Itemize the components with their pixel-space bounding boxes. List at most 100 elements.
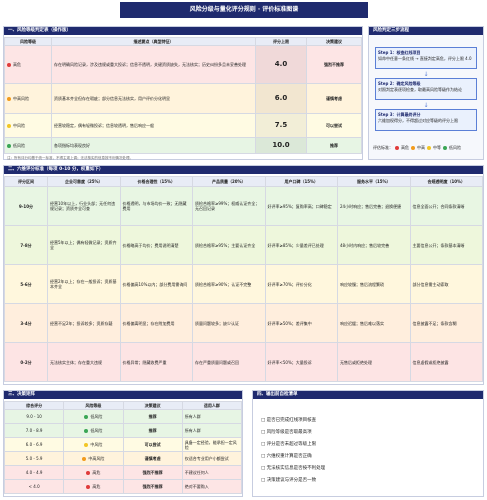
- criteria-cell: 质量问题较多；缺少认证: [192, 303, 266, 343]
- scoring-panel: 二、六维评分标准（每项 0-10 分，权重如下） 评分区间 企业可靠度（25%） 价格…: [3, 165, 484, 385]
- step: Step 2：确定风险等级 对照判定表逐项检查，取最高风险等级作为结论: [375, 78, 477, 100]
- risk-table: 风险等级 描述要点（典型特征） 评分上限 决策建议 高危 存在明确风险记录，涉及违规或重大…: [4, 37, 362, 154]
- decision-row: 6.0 - 6.9 中风险 可以尝试 具备一定经验，能承担一定风险: [3, 437, 243, 452]
- cell: 高危: [63, 465, 124, 480]
- cell: 推荐: [122, 423, 183, 438]
- checklist: □ 是否已完成红线项目核查 □ 风险等级是否取最高项 □ 评分是否未超过等级上限 □ …: [253, 399, 483, 483]
- criteria-cell: 经营2年以上；存在一般投诉；资质基本齐全: [47, 264, 121, 304]
- cell: 中风险: [4, 113, 52, 138]
- cell-text: 5.0 - 5.9: [25, 456, 43, 461]
- column-header: 服务水平（15%）: [337, 176, 411, 187]
- level-dot: [84, 429, 89, 433]
- note: 注：所有评分均基于统一标准，不得主观上调；无法核实的信息按不利情况处理。: [7, 156, 133, 160]
- level-dot: [82, 457, 87, 461]
- criteria-cell: 好评率≥85%；少量差评已处理: [264, 225, 338, 265]
- flow-panel: 风险判定三步流程 Step 1：核查红线项目 如命中任意一条红线 → 直接判定高危，…: [368, 26, 484, 160]
- cell: 低风险: [63, 409, 124, 424]
- cell-text: 具备一定经验，能承担一定风险: [184, 439, 237, 450]
- cell: 强烈不推荐: [122, 479, 183, 494]
- level-dot: [7, 63, 11, 67]
- cell-text: 强烈不推荐: [142, 484, 163, 489]
- check-item: □ 评分是否未超过等级上限: [261, 442, 317, 447]
- cell: 推荐: [122, 409, 183, 424]
- header-row: 综合评分 风险等级 决策建议 适用人群: [3, 401, 243, 410]
- criteria-cell: 好评率≥50%；差评集中: [264, 303, 338, 343]
- cell-text: 资质基本齐全但存在瑕疵；部分信息无法核实，用户评价分化明显: [54, 96, 170, 101]
- cell-text: 10.0: [272, 141, 290, 149]
- decision-row: 7.0 - 8.9 低风险 推荐 所有人群: [3, 423, 243, 438]
- cell-text: 6.0 - 6.9: [25, 442, 43, 447]
- criteria-cell: 价格偏离明显；存在附加费用: [119, 303, 193, 343]
- cell-text: 经营较稳定，偶有轻微投诉；信息较透明，售后响应一般: [54, 123, 154, 128]
- decision-row: 9.0 - 10 低风险 推荐 所有人群: [3, 409, 243, 424]
- column-header: 企业可靠度（25%）: [47, 176, 121, 187]
- cell-text: 各项指标均表现良好: [54, 143, 90, 148]
- legend-dot: [443, 146, 447, 150]
- step-text: 如命中任意一条红线 → 直接判定高危，评分上限 4.0: [378, 56, 472, 61]
- score-row: 5-6分 经营2年以上；存在一般投诉；资质基本齐全 价格偏高10%以内；部分费用需询…: [4, 264, 483, 304]
- cell: < 4.0: [3, 479, 65, 494]
- legend-title: 评估标准：: [373, 145, 393, 150]
- column-header: 适用人群: [181, 401, 243, 410]
- criteria-cell: 价格透明，与市场均价一致；无隐藏费用: [119, 186, 193, 226]
- cell-text: 仅适合专业用户小额尝试: [184, 456, 229, 461]
- cell-text: 可以尝试: [326, 123, 342, 128]
- cell: 高危: [63, 479, 124, 494]
- cell: 不建议任何人: [181, 465, 243, 480]
- level-dot: [86, 471, 91, 475]
- column-header: 综合评分: [3, 401, 65, 410]
- criteria-cell: 24小时响应；售后完善；退换便捷: [337, 186, 411, 226]
- cell: 低风险: [4, 137, 52, 154]
- check-item: □ 决策建议与评分是否一致: [261, 478, 317, 483]
- legend-label: 高危: [401, 145, 409, 150]
- cell: 存在明确风险记录，涉及违规或重大投诉；信息不透明，关键资质缺失，无法核实；历史纠…: [51, 45, 256, 84]
- column-header: 价格合理性（15%）: [119, 176, 193, 187]
- risk-row: 中高风险 资质基本齐全但存在瑕疵；部分信息无法核实，用户评价分化明显 6.0 谨慎考虑: [4, 83, 362, 114]
- cell-text: 谨慎考虑: [326, 96, 342, 101]
- cell: 中高风险: [63, 451, 124, 466]
- criteria-cell: 质检合格率≥90%；认证不完整: [192, 264, 266, 304]
- criteria-cell: 响应迟缓；售后难以落实: [337, 303, 411, 343]
- cell-text: 推荐: [148, 414, 157, 419]
- check-item: □ 是否已完成红线项目核查: [261, 418, 317, 423]
- cell-text: 所有人群: [184, 428, 201, 433]
- cell-text: 4.0: [274, 60, 288, 68]
- criteria-cell: 质检合格率≥99%；权威认证齐全；无召回记录: [192, 186, 266, 226]
- level-dot: [7, 144, 11, 148]
- criteria-cell: 价格异常；隐藏收费严重: [119, 342, 193, 382]
- cell: 中高风险: [4, 83, 52, 114]
- arrow: ↓: [423, 102, 429, 109]
- cell-text: 谨慎考虑: [144, 456, 161, 461]
- step: Step 3：计算最终评分 六维加权得分，不得超过对应等级的评分上限: [375, 109, 477, 131]
- criteria-cell: 无法核实主体；存在重大违规: [47, 342, 121, 382]
- arrow: ↓: [423, 71, 429, 78]
- cell-text: 所有人群: [184, 414, 201, 419]
- risk-row: 高危 存在明确风险记录，涉及违规或重大投诉；信息不透明，关键资质缺失，无法核实；历…: [4, 45, 362, 84]
- risk-row: 低风险 各项指标均表现良好 10.0 推荐: [4, 137, 362, 154]
- cell: 9.0 - 10: [3, 409, 65, 424]
- step-title: Step 2：确定风险等级: [378, 81, 421, 86]
- criteria-cell: 质检合格率≥95%；主要认证齐全: [192, 225, 266, 265]
- cell: 6.0 - 6.9: [3, 437, 65, 452]
- cell-text: 低风险: [13, 143, 25, 148]
- range-cell: 0-2分: [4, 342, 48, 382]
- column-header: 评分区间: [4, 176, 48, 187]
- criteria-cell: 好评率<50%；大量投诉: [264, 342, 338, 382]
- decision-row: 4.0 - 4.9 高危 强烈不推荐 不建议任何人: [3, 465, 243, 480]
- cell-text: 强烈不推荐: [142, 470, 163, 475]
- cell: 具备一定经验，能承担一定风险: [181, 437, 243, 452]
- cell-text: 7.5: [274, 121, 288, 129]
- step-title: Step 1：核查红线项目: [378, 50, 421, 55]
- level-dot: [84, 415, 89, 419]
- column-header: 风险等级: [4, 37, 52, 46]
- step-text: 六维加权得分，不得超过对应等级的评分上限: [378, 118, 458, 123]
- criteria-cell: 好评率≥70%；评价分化: [264, 264, 338, 304]
- cell-text: 高危: [13, 62, 21, 67]
- column-header: 决策建议: [122, 401, 183, 410]
- checklist-panel: 四、输出前自检清单 □ 是否已完成红线项目核查 □ 风险等级是否取最高项 □ 评分是否…: [252, 390, 484, 497]
- section-title: 二、六维评分标准（每项 0-10 分，权重如下）: [4, 166, 483, 174]
- cell: 4.0: [255, 45, 307, 84]
- cell: 所有人群: [181, 423, 243, 438]
- cell: 所有人群: [181, 409, 243, 424]
- column-header: 评分上限: [255, 37, 307, 46]
